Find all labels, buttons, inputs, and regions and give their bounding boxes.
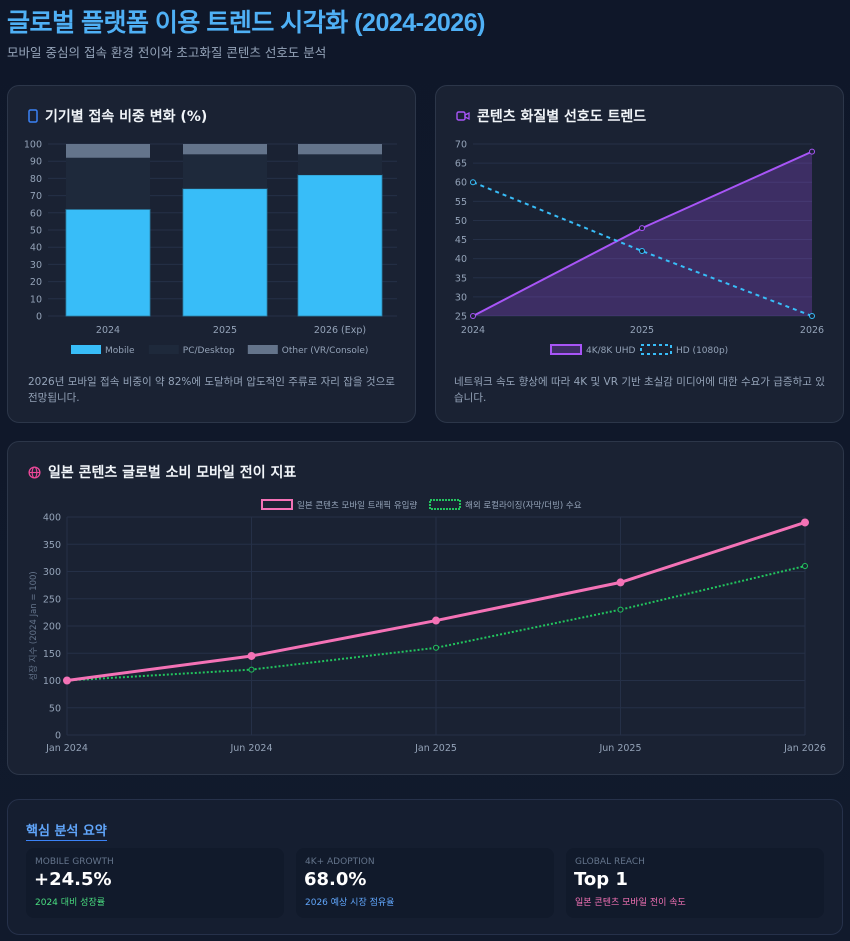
- kpi-label: MOBILE GROWTH: [35, 857, 114, 867]
- quality-trend-description: 네트워크 속도 향상에 따라 4K 및 VR 기반 초실감 미디어에 대한 수요…: [454, 376, 825, 404]
- kpi-global-reach: GLOBAL REACH Top 1 일본 콘텐츠 모바일 전이 속도: [566, 848, 824, 918]
- summary-section: 핵심 분석 요약 MOBILE GROWTH +24.5% 2024 대비 성장…: [7, 799, 843, 935]
- kpi-mobile-growth: MOBILE GROWTH +24.5% 2024 대비 성장률: [26, 848, 284, 918]
- kpi-value: +24.5%: [34, 869, 112, 890]
- device-share-description: 2026년 모바일 접속 비중이 약 82%에 도달하며 압도적인 주류로 자리…: [28, 376, 395, 404]
- quality-trend-card: 콘텐츠 화질별 선호도 트렌드 네트워크 속도 향상에 따라 4K 및 VR 기…: [435, 85, 844, 423]
- kpi-4k-adoption: 4K+ ADOPTION 68.0% 2026 예상 시장 점유율: [296, 848, 554, 918]
- kpi-sub: 일본 콘텐츠 모바일 전이 속도: [575, 898, 686, 908]
- japan-content-title: 일본 콘텐츠 글로벌 소비 모바일 전이 지표: [28, 462, 296, 482]
- kpi-value: Top 1: [574, 869, 628, 890]
- kpi-label: GLOBAL REACH: [575, 857, 645, 867]
- card-title: 일본 콘텐츠 글로벌 소비 모바일 전이 지표: [48, 465, 297, 481]
- card-title: 콘텐츠 화질별 선호도 트렌드: [477, 109, 647, 125]
- quality-trend-title: 콘텐츠 화질별 선호도 트렌드: [456, 106, 646, 126]
- japan-content-card: 일본 콘텐츠 글로벌 소비 모바일 전이 지표: [7, 441, 844, 775]
- page-subtitle: 모바일 중심의 접속 환경 전이와 초고화질 콘텐츠 선호도 분석: [7, 45, 327, 60]
- summary-title: 핵심 분석 요약: [26, 820, 107, 841]
- kpi-value: 68.0%: [304, 869, 367, 890]
- kpi-sub: 2026 예상 시장 점유율: [305, 898, 395, 908]
- page-title: 글로벌 플랫폼 이용 트렌드 시각화 (2024-2026): [7, 9, 485, 37]
- globe-icon: [28, 465, 41, 479]
- mobile-phone-icon: [28, 109, 38, 123]
- device-share-title: 기기별 접속 비중 변화 (%): [28, 106, 207, 126]
- device-share-card: 기기별 접속 비중 변화 (%) 2026년 모바일 접속 비중이 약 82%에…: [7, 85, 416, 423]
- kpi-sub: 2024 대비 성장률: [35, 898, 106, 908]
- video-camera-icon: [456, 111, 470, 121]
- kpi-label: 4K+ ADOPTION: [305, 857, 375, 867]
- card-title: 기기별 접속 비중 변화 (%): [45, 109, 208, 125]
